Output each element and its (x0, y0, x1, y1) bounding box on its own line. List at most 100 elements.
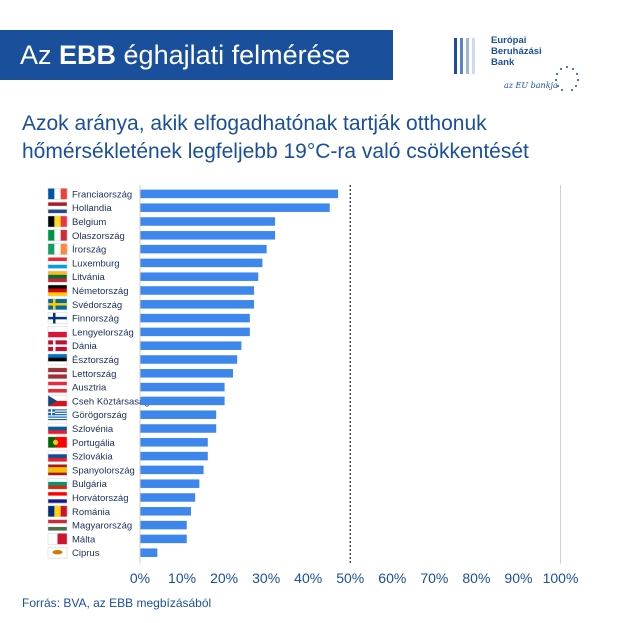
flag-gr-icon (47, 408, 68, 421)
eib-logo-line: Bank (491, 57, 515, 68)
chart-title-line: hőmérsékletének legfeljebb 19°C-ra való … (22, 140, 529, 163)
bar (140, 217, 276, 226)
bar (140, 355, 238, 364)
eib-logo-icon (454, 38, 475, 74)
flag-hu-icon (47, 519, 68, 531)
bar (140, 189, 339, 199)
category-label: Málta (72, 534, 96, 545)
category-label: Ausztria (72, 383, 107, 394)
x-tick-label: 100% (543, 570, 579, 586)
bar (140, 286, 255, 295)
flag-sk-icon (47, 450, 68, 462)
flag-hr-icon (47, 491, 68, 504)
category-label: Észtország (72, 355, 119, 366)
flag-ee-icon (47, 353, 68, 366)
x-tick-label: 50% (336, 570, 364, 586)
category-label: Németország (72, 286, 129, 297)
category-label: Horvátország (72, 493, 129, 504)
flag-bg-icon (47, 477, 68, 490)
x-tick-label: 20% (210, 570, 238, 586)
source-note: Forrás: BVA, az EBB megbízásából (22, 596, 212, 610)
category-label: Litvánia (72, 272, 105, 283)
bar (140, 369, 234, 378)
bar (140, 507, 191, 516)
flag-lu-icon (47, 257, 68, 269)
bar (140, 410, 217, 419)
banner-bold: EBB (59, 40, 117, 70)
category-label: Belgium (72, 217, 106, 228)
flag-fr-icon (47, 188, 68, 200)
eu-stars-icon (555, 66, 579, 91)
x-tick-label: 80% (462, 570, 490, 586)
bar (140, 465, 204, 475)
category-label: Portugália (72, 438, 115, 449)
category-label: Finnország (72, 314, 119, 325)
flag-cz-icon (47, 395, 68, 407)
category-label: Olaszország (72, 231, 125, 242)
bar (140, 493, 196, 502)
category-label: Ciprus (72, 548, 100, 559)
category-label: Magyarország (72, 521, 132, 532)
eib-logo-line: Európai (491, 35, 527, 46)
x-tick-label: 0% (130, 570, 150, 586)
category-label: Írország (72, 245, 106, 256)
category-label: Hollandia (72, 203, 112, 214)
flag-cy-icon (47, 546, 68, 559)
bar (140, 451, 208, 461)
category-label: Cseh Köztársaság (72, 396, 150, 407)
eib-logo-line: Beruházási (491, 46, 542, 57)
chart-title: Azok aránya, akik elfogadhatónak tartják… (22, 110, 612, 166)
flag-mt-icon (47, 533, 68, 545)
flag-it-icon (47, 229, 68, 242)
bar (140, 396, 225, 406)
x-tick-label: 10% (168, 570, 196, 586)
category-label: Görögország (72, 410, 127, 421)
flag-be-icon (47, 215, 68, 228)
flag-ro-icon (47, 505, 68, 518)
banner-suffix: éghajlati felmérése (116, 40, 351, 70)
bar (140, 534, 187, 544)
flag-si-icon (47, 422, 68, 435)
bar (140, 231, 276, 240)
category-label: Románia (72, 507, 111, 518)
category-label: Dánia (72, 341, 98, 352)
x-tick-label: 90% (504, 570, 532, 586)
category-label: Svédország (72, 300, 122, 311)
flag-fi-icon (47, 312, 68, 324)
x-tick-label: 30% (252, 570, 280, 586)
bar (140, 327, 250, 337)
chart-title-line: Azok aránya, akik elfogadhatónak tartják… (22, 112, 487, 135)
flag-ie-icon (47, 243, 68, 255)
flag-dk-icon (47, 339, 68, 352)
category-label: Spanyolország (72, 465, 135, 476)
flag-at-icon (47, 381, 68, 393)
bar (140, 424, 217, 433)
bar (140, 244, 267, 254)
category-label: Szlovénia (72, 424, 114, 435)
x-tick-label: 40% (294, 570, 322, 586)
bar (140, 272, 259, 281)
bar (140, 548, 158, 557)
bar (140, 520, 187, 530)
category-label: Bulgária (72, 479, 108, 490)
x-tick-label: 60% (378, 570, 406, 586)
eib-logo: Európai Beruházási Bank az EU bankja (452, 34, 592, 94)
bar (140, 479, 200, 488)
x-tick-label: 70% (420, 570, 448, 586)
flag-se-icon (47, 298, 68, 311)
flag-nl-icon (47, 201, 68, 214)
category-label: Lettország (72, 369, 116, 380)
bar (140, 341, 242, 350)
bar (140, 438, 208, 447)
flag-de-icon (47, 284, 68, 297)
category-label: Lengyelország (72, 327, 134, 338)
flag-lv-icon (47, 367, 68, 380)
banner-title: Az EBB éghajlati felmérése (0, 30, 393, 80)
category-label: Franciaország (72, 189, 132, 200)
flag-pl-icon (47, 326, 68, 338)
eib-logo-text: Európai Beruházási Bank (491, 35, 542, 68)
category-label: Szlovákia (72, 452, 113, 463)
eib-logo-tagline: az EU bankja (504, 81, 558, 90)
flag-lt-icon (47, 270, 68, 283)
